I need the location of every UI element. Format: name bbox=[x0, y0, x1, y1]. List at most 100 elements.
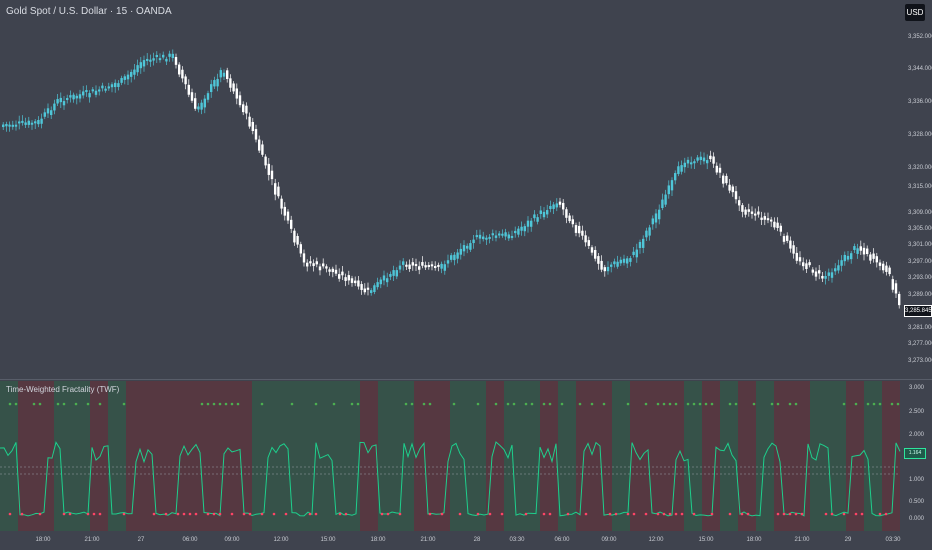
candle-body bbox=[696, 157, 699, 161]
candlestick-series bbox=[2, 49, 901, 309]
candle-body bbox=[293, 230, 296, 243]
candle-body bbox=[494, 235, 498, 238]
indicator-title[interactable]: Time-Weighted Fractality (TWF) bbox=[6, 385, 120, 394]
signal-dot-up bbox=[74, 402, 78, 406]
signal-dot-up bbox=[356, 402, 360, 406]
candle-body bbox=[667, 185, 670, 195]
signal-dot-up bbox=[428, 402, 432, 406]
candle-body bbox=[606, 266, 610, 272]
signal-dot-down bbox=[746, 512, 750, 516]
candle-body bbox=[414, 264, 418, 267]
candle-body bbox=[453, 254, 456, 261]
signal-dot-down bbox=[458, 512, 462, 516]
candle-body bbox=[331, 268, 334, 273]
regime-band bbox=[360, 381, 378, 531]
candle-body bbox=[130, 71, 133, 77]
candle-body bbox=[302, 253, 306, 263]
candle-body bbox=[94, 90, 98, 95]
candle-body bbox=[430, 264, 434, 267]
signal-dot-up bbox=[704, 402, 708, 406]
candle-body bbox=[533, 214, 536, 219]
candle-body bbox=[376, 282, 379, 288]
signal-dot-down bbox=[308, 512, 312, 516]
candle-body bbox=[517, 228, 520, 235]
signal-dot-up bbox=[602, 402, 606, 406]
signal-dot-up bbox=[206, 402, 210, 406]
candle-body bbox=[648, 227, 651, 236]
candle-body bbox=[622, 258, 626, 263]
candle-body bbox=[200, 102, 203, 110]
candle-body bbox=[750, 211, 754, 214]
signal-dot-down bbox=[62, 512, 66, 516]
candle-body bbox=[34, 121, 37, 124]
candle-body bbox=[818, 270, 821, 274]
signal-dot-up bbox=[422, 402, 426, 406]
candle-body bbox=[686, 159, 690, 164]
candle-body bbox=[808, 262, 811, 266]
candle-body bbox=[757, 211, 760, 215]
signal-dot-down bbox=[584, 512, 588, 516]
candle-body bbox=[866, 248, 869, 255]
price-axis-label: 3,309.000 bbox=[908, 210, 932, 216]
regime-band bbox=[828, 381, 846, 531]
candle-body bbox=[674, 173, 677, 181]
candle-body bbox=[466, 245, 469, 249]
candle-body bbox=[338, 274, 341, 279]
candle-body bbox=[603, 267, 606, 272]
signal-dot-up bbox=[290, 402, 294, 406]
signal-dot-up bbox=[14, 402, 18, 406]
candle-body bbox=[104, 88, 107, 91]
regime-band bbox=[342, 381, 360, 531]
candle-body bbox=[434, 266, 437, 269]
regime-band bbox=[414, 381, 432, 531]
indicator-panel bbox=[0, 381, 901, 531]
signal-dot-down bbox=[68, 512, 72, 516]
time-axis-label: 28 bbox=[473, 537, 481, 543]
candle-body bbox=[261, 144, 264, 155]
candle-body bbox=[341, 271, 344, 276]
candle-body bbox=[571, 219, 574, 225]
signal-dot-down bbox=[800, 512, 804, 516]
signal-dot-up bbox=[332, 402, 336, 406]
signal-dot-down bbox=[878, 512, 882, 516]
candle-body bbox=[418, 266, 421, 270]
signal-dot-up bbox=[686, 402, 690, 406]
signal-dot-down bbox=[38, 512, 42, 516]
time-axis-label: 06:00 bbox=[182, 537, 198, 543]
candle-body bbox=[11, 124, 14, 127]
signal-dot-up bbox=[668, 402, 672, 406]
candle-body bbox=[162, 54, 165, 58]
candle-body bbox=[264, 156, 267, 166]
currency-button[interactable]: USD bbox=[905, 4, 925, 21]
candle-body bbox=[782, 236, 786, 242]
signal-dot-up bbox=[62, 402, 66, 406]
signal-dot-up bbox=[476, 402, 480, 406]
signal-dot-up bbox=[122, 402, 126, 406]
signal-dot-up bbox=[350, 402, 354, 406]
regime-band bbox=[234, 381, 252, 531]
candle-body bbox=[203, 98, 206, 108]
candle-body bbox=[702, 157, 706, 162]
candle-body bbox=[398, 265, 402, 270]
candle-body bbox=[744, 209, 747, 215]
indicator-axis-label: 0.500 bbox=[909, 499, 925, 505]
signal-dot-up bbox=[794, 402, 798, 406]
signal-dot-down bbox=[212, 512, 216, 516]
regime-band bbox=[216, 381, 234, 531]
regime-band bbox=[324, 381, 342, 531]
signal-dot-down bbox=[782, 512, 786, 516]
regime-band bbox=[684, 381, 702, 531]
signal-dot-down bbox=[248, 512, 252, 516]
price-axis-label: 3,273.000 bbox=[908, 358, 932, 364]
signal-dot-down bbox=[272, 512, 276, 516]
candle-body bbox=[510, 235, 514, 238]
candle-body bbox=[840, 260, 843, 266]
candle-body bbox=[318, 266, 322, 271]
candle-body bbox=[424, 265, 427, 268]
candle-body bbox=[328, 269, 331, 272]
pane-divider[interactable] bbox=[0, 379, 932, 380]
signal-dot-up bbox=[866, 402, 870, 406]
signal-dot-down bbox=[632, 512, 636, 516]
candle-body bbox=[190, 92, 194, 101]
